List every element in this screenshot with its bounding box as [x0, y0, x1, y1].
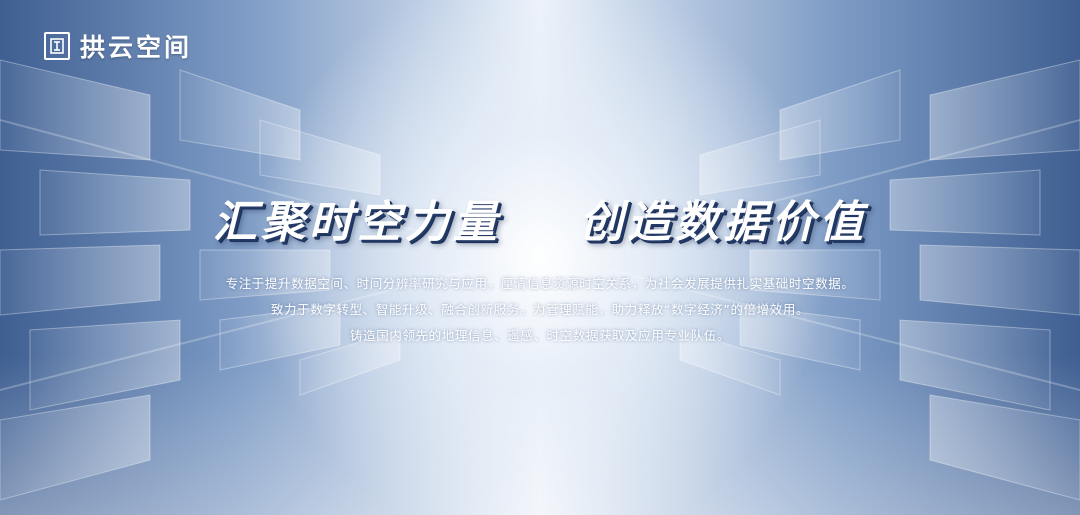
- brand-name: 拱云空间: [80, 33, 193, 62]
- brand-logo: 拱云空间: [44, 28, 192, 64]
- description: 专注于提升数据空间、时间分辨率研究与应用，厘清信息资源时空关系，为社会发展提供扎…: [0, 275, 1080, 353]
- floor-glow: [0, 355, 1080, 515]
- headline: 汇聚时空力量 创造数据价值: [0, 186, 1080, 250]
- description-line-2: 致力于数字转型、智能升级、融合创新服务。为管理赋能，助力释放“数字经济”的倍增效…: [270, 302, 810, 317]
- headline-left: 汇聚时空力量: [213, 197, 501, 248]
- headline-right: 创造数据价值: [579, 197, 867, 248]
- seal-stamp-icon: [44, 32, 70, 60]
- description-line-1: 专注于提升数据空间、时间分辨率研究与应用，厘清信息资源时空关系，为社会发展提供扎…: [225, 276, 855, 291]
- description-line-3: 铸造国内领先的地理信息、遥感、时空数据获取及应用专业队伍。: [350, 328, 730, 343]
